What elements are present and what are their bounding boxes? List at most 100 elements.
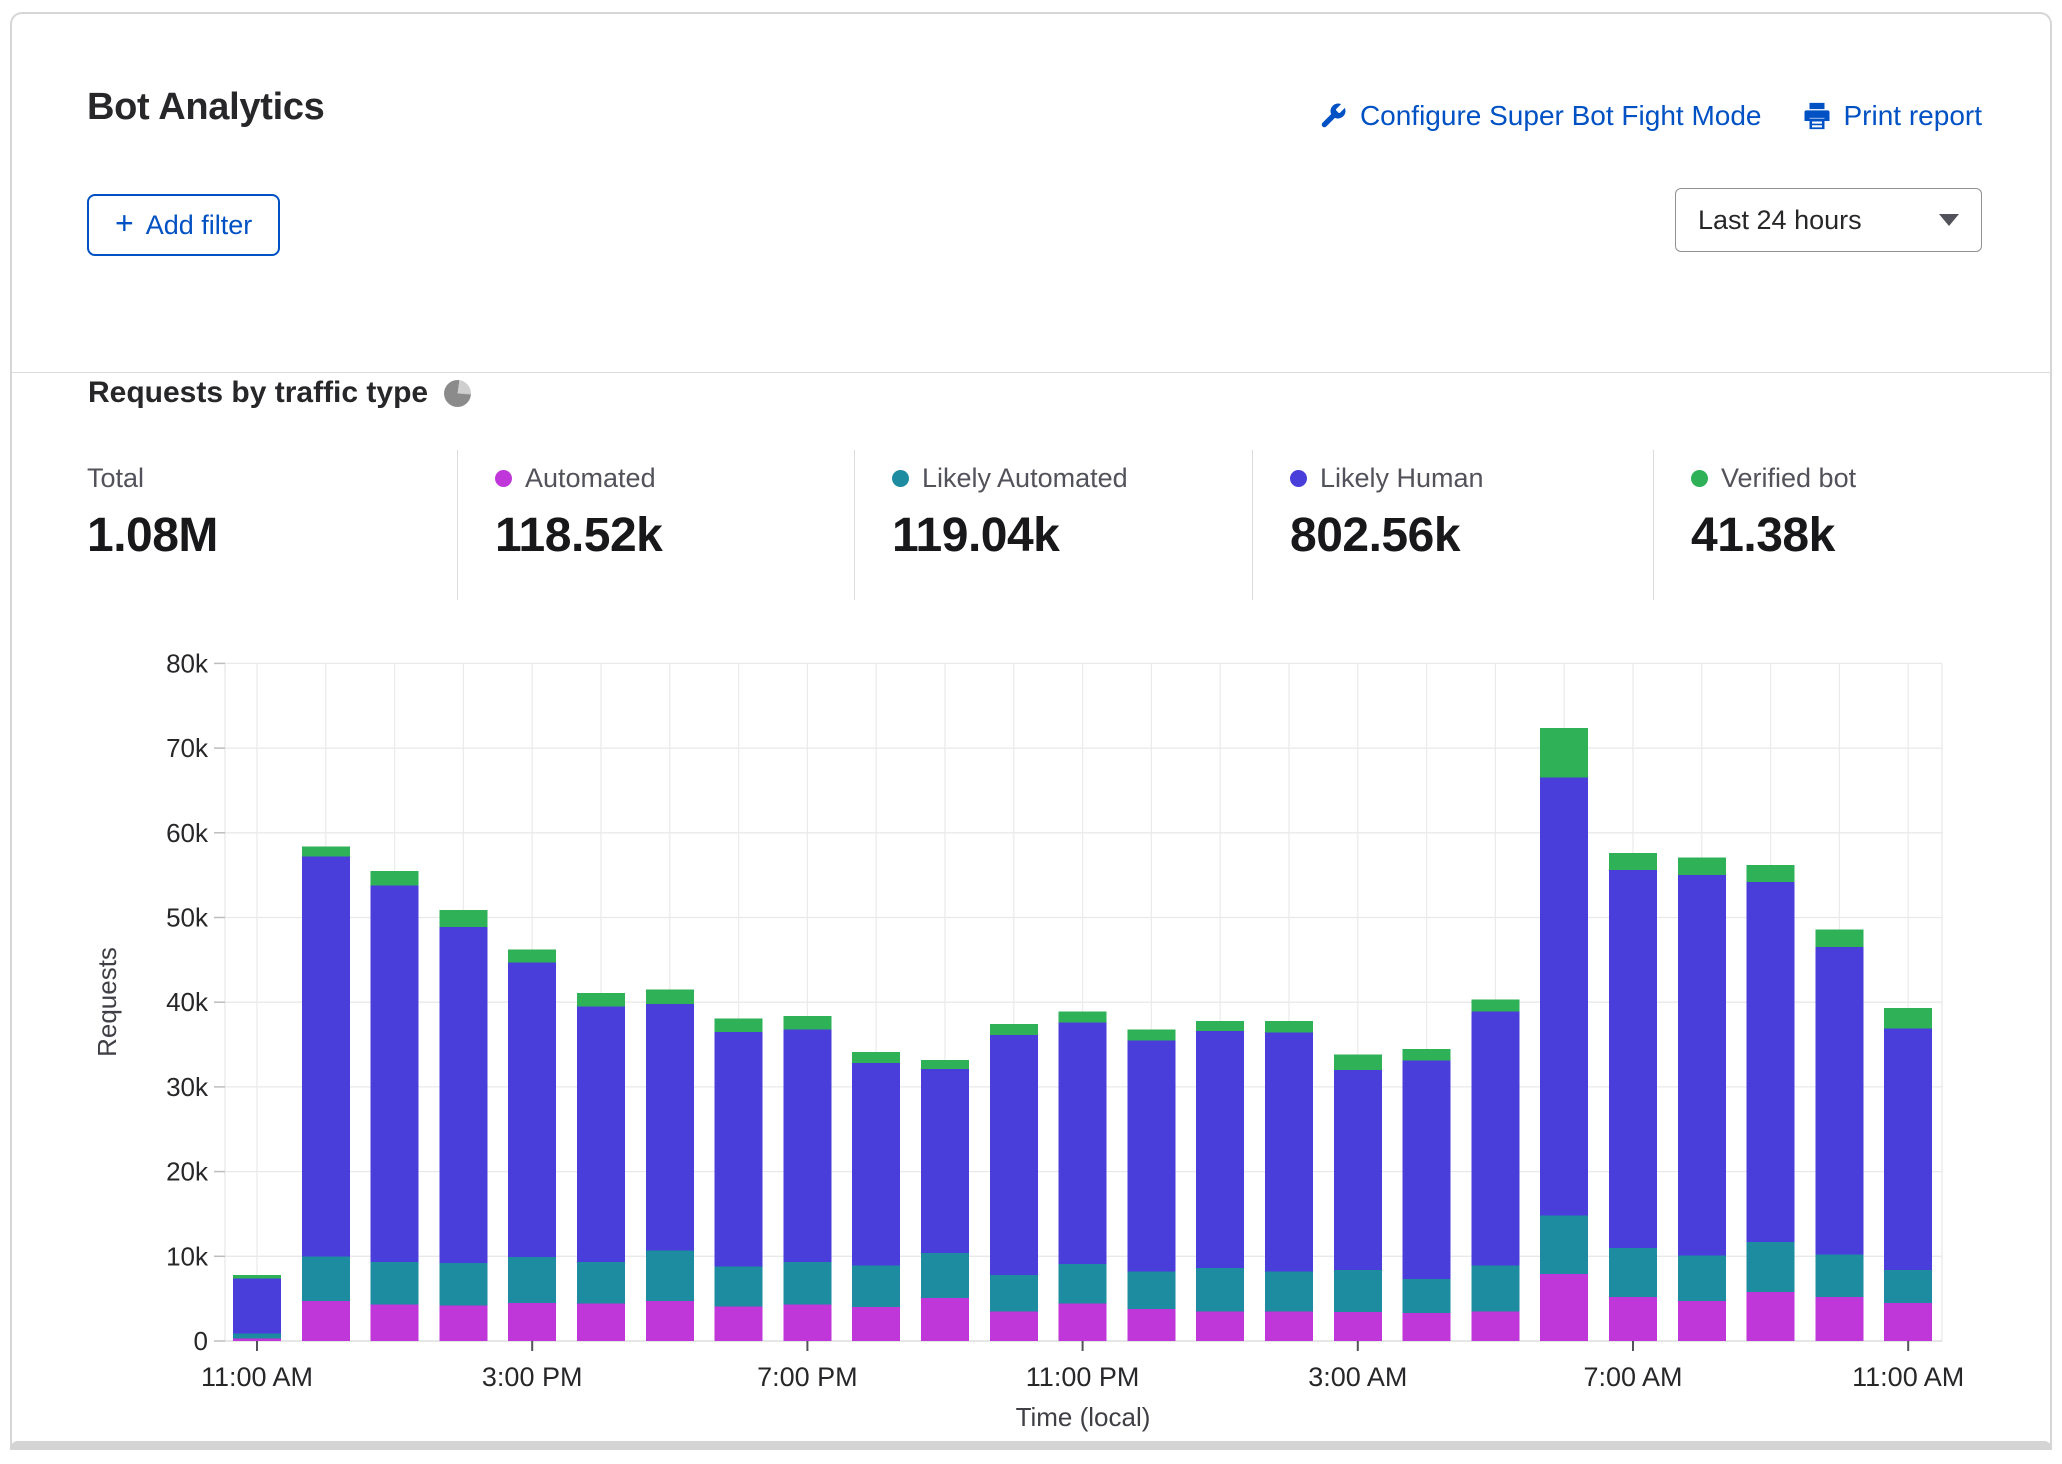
bar-segment-likely-automated[interactable] bbox=[1609, 1248, 1657, 1297]
bar-segment-likely-automated[interactable] bbox=[1127, 1272, 1175, 1309]
bar-segment-verified-bot[interactable] bbox=[783, 1016, 831, 1030]
bar-segment-likely-human[interactable] bbox=[302, 857, 350, 1257]
bar-segment-likely-automated[interactable] bbox=[439, 1263, 487, 1305]
bar-segment-likely-human[interactable] bbox=[1127, 1040, 1175, 1271]
bar-segment-verified-bot[interactable] bbox=[1059, 1012, 1107, 1023]
bar-segment-automated[interactable] bbox=[783, 1305, 831, 1341]
bar-segment-automated[interactable] bbox=[852, 1307, 900, 1341]
bar-segment-likely-automated[interactable] bbox=[508, 1257, 556, 1303]
bar-segment-automated[interactable] bbox=[508, 1303, 556, 1341]
bar-segment-likely-human[interactable] bbox=[1815, 947, 1863, 1254]
bar-segment-likely-automated[interactable] bbox=[1471, 1266, 1519, 1312]
bar-segment-verified-bot[interactable] bbox=[508, 950, 556, 963]
bar-segment-likely-automated[interactable] bbox=[233, 1333, 281, 1338]
bar-segment-verified-bot[interactable] bbox=[233, 1275, 281, 1278]
bar-segment-likely-human[interactable] bbox=[371, 885, 419, 1262]
bar-segment-likely-human[interactable] bbox=[1334, 1070, 1382, 1270]
bar-segment-automated[interactable] bbox=[1059, 1304, 1107, 1341]
bar-segment-automated[interactable] bbox=[921, 1298, 969, 1341]
bar-segment-verified-bot[interactable] bbox=[1403, 1049, 1451, 1061]
bar-segment-likely-human[interactable] bbox=[990, 1035, 1038, 1275]
bar-segment-likely-automated[interactable] bbox=[302, 1256, 350, 1301]
bar-segment-likely-automated[interactable] bbox=[371, 1262, 419, 1304]
bar-segment-verified-bot[interactable] bbox=[1471, 1000, 1519, 1012]
bar-segment-likely-human[interactable] bbox=[577, 1006, 625, 1262]
bar-segment-automated[interactable] bbox=[1884, 1303, 1932, 1341]
bar-segment-likely-automated[interactable] bbox=[577, 1262, 625, 1304]
bar-segment-automated[interactable] bbox=[1265, 1311, 1313, 1341]
bar-segment-automated[interactable] bbox=[1747, 1292, 1795, 1341]
bar-segment-likely-human[interactable] bbox=[1265, 1033, 1313, 1272]
bar-segment-likely-human[interactable] bbox=[1196, 1031, 1244, 1268]
bar-segment-likely-human[interactable] bbox=[1609, 870, 1657, 1248]
bar-segment-likely-automated[interactable] bbox=[1815, 1255, 1863, 1297]
bar-segment-verified-bot[interactable] bbox=[921, 1060, 969, 1069]
bar-segment-likely-human[interactable] bbox=[233, 1278, 281, 1333]
bar-segment-likely-human[interactable] bbox=[508, 962, 556, 1257]
bar-segment-verified-bot[interactable] bbox=[302, 846, 350, 856]
bar-segment-verified-bot[interactable] bbox=[1678, 857, 1726, 875]
bar-segment-likely-automated[interactable] bbox=[1884, 1270, 1932, 1303]
bar-segment-verified-bot[interactable] bbox=[852, 1052, 900, 1063]
bar-segment-likely-automated[interactable] bbox=[1265, 1272, 1313, 1312]
bar-segment-likely-automated[interactable] bbox=[990, 1275, 1038, 1311]
bar-segment-verified-bot[interactable] bbox=[577, 993, 625, 1007]
bar-segment-automated[interactable] bbox=[371, 1305, 419, 1341]
bar-segment-likely-automated[interactable] bbox=[783, 1262, 831, 1304]
bar-segment-likely-automated[interactable] bbox=[1678, 1255, 1726, 1301]
bar-segment-likely-human[interactable] bbox=[1540, 778, 1588, 1216]
bar-segment-likely-human[interactable] bbox=[1884, 1028, 1932, 1269]
bar-segment-likely-automated[interactable] bbox=[1196, 1268, 1244, 1311]
bar-segment-verified-bot[interactable] bbox=[371, 871, 419, 885]
add-filter-button[interactable]: + Add filter bbox=[87, 194, 280, 256]
bar-segment-verified-bot[interactable] bbox=[1884, 1008, 1932, 1028]
bar-segment-automated[interactable] bbox=[1334, 1312, 1382, 1341]
bar-segment-likely-human[interactable] bbox=[715, 1032, 763, 1267]
bar-segment-likely-human[interactable] bbox=[783, 1029, 831, 1262]
bar-segment-likely-automated[interactable] bbox=[1059, 1264, 1107, 1304]
bar-segment-likely-automated[interactable] bbox=[646, 1250, 694, 1301]
bar-segment-automated[interactable] bbox=[577, 1304, 625, 1341]
bar-segment-likely-human[interactable] bbox=[852, 1063, 900, 1265]
bar-segment-verified-bot[interactable] bbox=[1609, 853, 1657, 870]
bar-segment-likely-automated[interactable] bbox=[921, 1253, 969, 1298]
bar-segment-verified-bot[interactable] bbox=[439, 910, 487, 927]
bar-segment-verified-bot[interactable] bbox=[1815, 929, 1863, 947]
bar-segment-verified-bot[interactable] bbox=[1265, 1021, 1313, 1033]
bar-segment-verified-bot[interactable] bbox=[1127, 1029, 1175, 1040]
bar-segment-likely-human[interactable] bbox=[921, 1069, 969, 1253]
bar-segment-automated[interactable] bbox=[1471, 1311, 1519, 1341]
bar-segment-automated[interactable] bbox=[233, 1338, 281, 1341]
bar-segment-automated[interactable] bbox=[646, 1301, 694, 1341]
bar-segment-likely-human[interactable] bbox=[1403, 1061, 1451, 1280]
bar-segment-automated[interactable] bbox=[302, 1301, 350, 1341]
bar-segment-automated[interactable] bbox=[1127, 1309, 1175, 1341]
bar-segment-likely-human[interactable] bbox=[646, 1004, 694, 1250]
bar-segment-verified-bot[interactable] bbox=[1196, 1021, 1244, 1031]
bar-segment-likely-automated[interactable] bbox=[1747, 1242, 1795, 1292]
bar-segment-likely-human[interactable] bbox=[1747, 882, 1795, 1242]
print-report-link[interactable]: Print report bbox=[1802, 100, 1983, 132]
bar-segment-verified-bot[interactable] bbox=[1540, 728, 1588, 778]
bar-segment-verified-bot[interactable] bbox=[1334, 1055, 1382, 1070]
bar-segment-automated[interactable] bbox=[715, 1306, 763, 1341]
bar-segment-automated[interactable] bbox=[1540, 1274, 1588, 1341]
bar-segment-likely-automated[interactable] bbox=[852, 1266, 900, 1308]
bar-segment-likely-human[interactable] bbox=[1059, 1023, 1107, 1264]
bar-segment-automated[interactable] bbox=[1815, 1297, 1863, 1341]
bar-segment-likely-human[interactable] bbox=[1678, 875, 1726, 1255]
bar-segment-likely-automated[interactable] bbox=[1334, 1270, 1382, 1312]
bar-segment-likely-human[interactable] bbox=[439, 927, 487, 1263]
bar-segment-automated[interactable] bbox=[1609, 1297, 1657, 1341]
bar-segment-likely-automated[interactable] bbox=[1540, 1216, 1588, 1274]
bar-segment-automated[interactable] bbox=[439, 1305, 487, 1341]
bar-segment-likely-automated[interactable] bbox=[715, 1266, 763, 1306]
bar-segment-automated[interactable] bbox=[1678, 1301, 1726, 1341]
bar-segment-verified-bot[interactable] bbox=[1747, 865, 1795, 882]
bar-segment-likely-automated[interactable] bbox=[1403, 1279, 1451, 1313]
bar-segment-likely-human[interactable] bbox=[1471, 1012, 1519, 1266]
bar-segment-automated[interactable] bbox=[1196, 1311, 1244, 1341]
bar-segment-verified-bot[interactable] bbox=[646, 989, 694, 1003]
bar-segment-automated[interactable] bbox=[1403, 1313, 1451, 1341]
time-range-dropdown[interactable]: Last 24 hours bbox=[1675, 188, 1982, 252]
